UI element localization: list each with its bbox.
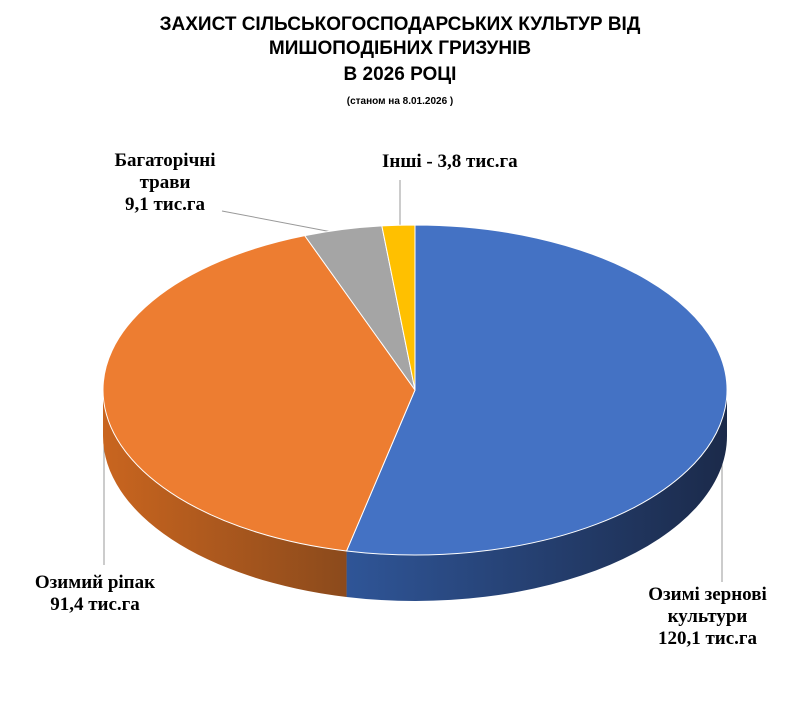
slice <box>102 235 416 552</box>
data-label: Озимий ріпак 91,4 тис.га <box>10 572 180 616</box>
category-label: Інші <box>382 151 422 172</box>
chart-title: В 2026 РОЦІ <box>343 64 457 85</box>
data-label: Багаторічні трави 9,1 тис.га <box>100 150 230 216</box>
data-label: Інші - 3,8 тис.га <box>382 151 642 173</box>
pie-sides <box>103 390 727 601</box>
leader-line <box>221 210 333 233</box>
value-label: 91,4 тис.га <box>50 594 140 615</box>
slice <box>345 224 728 556</box>
chart-title: ЗАХИСТ СІЛЬСЬКОГОСПОДАРСЬКИХ КУЛЬТУР ВІД <box>159 14 641 35</box>
chart-subtitle: (станом на 8.01.2026 ) <box>346 96 454 107</box>
pie-tops <box>102 224 728 556</box>
category-label: Багаторічні трави <box>114 150 216 193</box>
chart-title: МИШОПОДІБНИХ ГРИЗУНІВ <box>268 38 532 59</box>
category-label: Озимий ріпак <box>34 572 156 593</box>
value-label: 9,1 тис.га <box>124 194 206 215</box>
category-label: Озимі зернові культури <box>648 584 767 627</box>
slice <box>381 224 416 391</box>
label-separator: - <box>421 151 438 172</box>
value-label: 3,8 тис.га <box>437 151 518 172</box>
slice-side <box>103 390 347 597</box>
slice-side <box>346 390 727 601</box>
data-label: Озимі зернові культури 120,1 тис.га <box>625 584 790 650</box>
value-label: 120,1 тис.га <box>657 628 758 649</box>
